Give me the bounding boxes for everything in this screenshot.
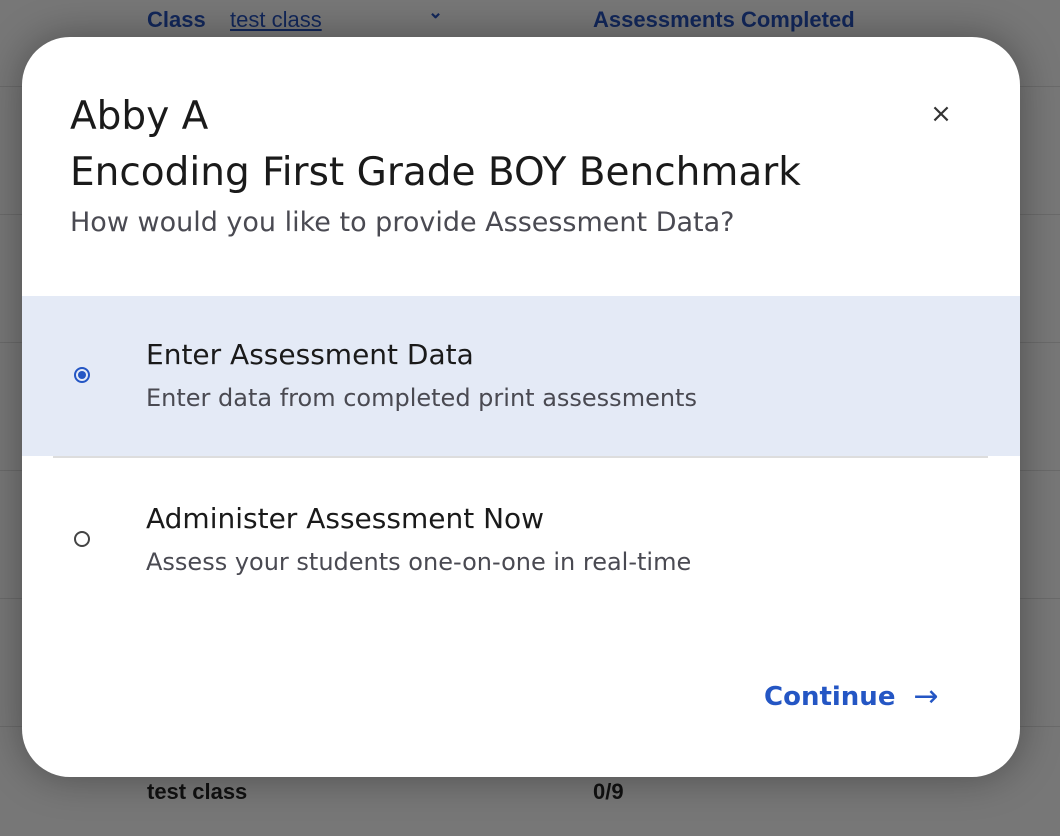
chevron-down-icon[interactable]: ⌄ xyxy=(428,2,444,22)
class-select[interactable]: test class xyxy=(230,7,322,32)
option-label: Enter Assessment Data xyxy=(146,338,474,371)
option-label: Administer Assessment Now xyxy=(146,502,545,535)
continue-label: Continue xyxy=(764,681,896,712)
option-administer-assessment-now[interactable]: Administer Assessment Now Assess your st… xyxy=(22,458,1020,618)
class-label: Class xyxy=(147,7,206,32)
row-class: test class xyxy=(147,779,248,804)
assessments-completed-header: Assessments Completed xyxy=(593,7,855,32)
assessment-mode-dialog: Abby A Encoding First Grade BOY Benchmar… xyxy=(22,37,1020,777)
dialog-question: How would you like to provide Assessment… xyxy=(70,207,735,238)
radio-unselected-icon[interactable] xyxy=(74,531,90,547)
student-name: Abby A xyxy=(70,94,209,139)
option-divider xyxy=(53,456,988,458)
option-description: Enter data from completed print assessme… xyxy=(146,384,697,412)
continue-button[interactable]: Continue → xyxy=(764,679,939,714)
option-description: Assess your students one-on-one in real-… xyxy=(146,548,692,576)
close-icon[interactable]: × xyxy=(930,99,952,129)
row-completed: 0/9 xyxy=(593,779,624,804)
option-enter-assessment-data[interactable]: Enter Assessment Data Enter data from co… xyxy=(22,296,1020,456)
arrow-right-icon: → xyxy=(913,679,939,714)
assessment-name: Encoding First Grade BOY Benchmark xyxy=(70,150,801,195)
radio-selected-icon[interactable] xyxy=(74,367,90,383)
